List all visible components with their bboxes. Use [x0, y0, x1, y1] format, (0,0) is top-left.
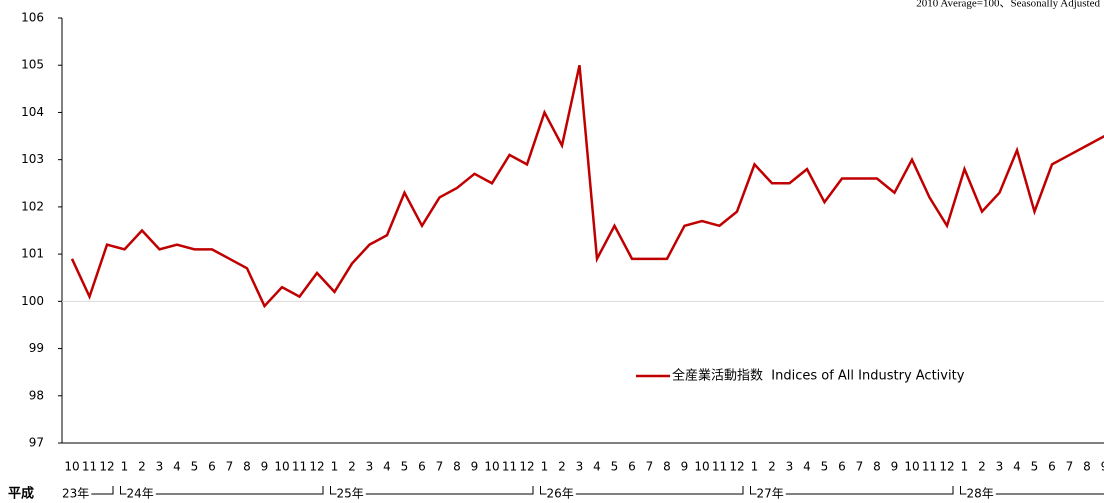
x-tick-label: 10 — [64, 460, 79, 474]
y-tick-label: 102 — [21, 199, 44, 213]
x-tick-label: 5 — [191, 460, 199, 474]
y-tick-label: 101 — [21, 247, 44, 261]
y-tick-label: 103 — [21, 152, 44, 166]
x-tick-label: 2 — [348, 460, 356, 474]
x-tick-label: 6 — [418, 460, 426, 474]
x-tick-label: 2 — [558, 460, 566, 474]
x-tick-label: 10 — [694, 460, 709, 474]
x-tick-label: 4 — [383, 460, 391, 474]
x-tick-label: 11 — [502, 460, 517, 474]
x-tick-label: 1 — [751, 460, 759, 474]
year-bracket — [575, 486, 744, 495]
x-tick-label: 6 — [628, 460, 636, 474]
year-bracket — [155, 486, 324, 495]
x-tick-label: 12 — [99, 460, 114, 474]
x-tick-label: 12 — [309, 460, 324, 474]
x-tick-label: 7 — [1066, 460, 1074, 474]
year-label: 25年 — [337, 487, 364, 501]
x-tick-label: 11 — [292, 460, 307, 474]
legend-label: 全産業活動指数 Indices of All Industry Activity — [672, 368, 965, 384]
x-tick-label: 9 — [261, 460, 269, 474]
x-tick-label: 12 — [939, 460, 954, 474]
year-label: 28年 — [967, 487, 994, 501]
x-tick-label: 3 — [786, 460, 794, 474]
x-tick-label: 4 — [173, 460, 181, 474]
x-tick-label: 10 — [274, 460, 289, 474]
x-tick-label: 10 — [484, 460, 499, 474]
x-tick-label: 10 — [904, 460, 919, 474]
x-tick-label: 8 — [663, 460, 671, 474]
x-tick-label: 9 — [891, 460, 899, 474]
y-tick-label: 97 — [29, 436, 44, 450]
x-tick-label: 11 — [712, 460, 727, 474]
y-tick-label: 105 — [21, 58, 44, 72]
x-tick-label: 1 — [961, 460, 969, 474]
year-bracket — [785, 486, 954, 495]
x-tick-label: 1 — [121, 460, 129, 474]
x-tick-label: 7 — [226, 460, 234, 474]
x-tick-label: 7 — [436, 460, 444, 474]
x-tick-label: 6 — [208, 460, 216, 474]
year-bracket — [365, 486, 534, 495]
year-bracket — [330, 486, 337, 495]
x-tick-label: 3 — [576, 460, 584, 474]
x-tick-label: 2 — [138, 460, 146, 474]
chart-subtitle: 2010 Average=100、Seasonally Adjusted — [916, 0, 1100, 10]
year-bracket — [540, 486, 547, 495]
x-tick-label: 6 — [838, 460, 846, 474]
x-tick-label: 12 — [729, 460, 744, 474]
x-tick-label: 7 — [856, 460, 864, 474]
x-tick-label: 5 — [401, 460, 409, 474]
x-tick-label: 2 — [768, 460, 776, 474]
x-tick-label: 4 — [803, 460, 811, 474]
x-tick-label: 9 — [471, 460, 479, 474]
x-tick-label: 5 — [1031, 460, 1039, 474]
x-tick-label: 8 — [873, 460, 881, 474]
x-tick-label: 4 — [593, 460, 601, 474]
year-label: 27年 — [757, 487, 784, 501]
x-tick-label: 12 — [519, 460, 534, 474]
x-tick-label: 7 — [646, 460, 654, 474]
x-tick-label: 5 — [611, 460, 619, 474]
y-tick-label: 100 — [21, 294, 44, 308]
x-tick-label: 2 — [978, 460, 986, 474]
x-tick-label: 5 — [821, 460, 829, 474]
year-bracket — [750, 486, 757, 495]
x-tick-label: 8 — [453, 460, 461, 474]
year-label: 26年 — [547, 487, 574, 501]
x-tick-label: 1 — [331, 460, 339, 474]
x-tick-label: 9 — [681, 460, 689, 474]
era-label: 平成 — [8, 486, 34, 502]
year-label: 24年 — [127, 487, 154, 501]
x-tick-label: 3 — [156, 460, 164, 474]
legend: 全産業活動指数 Indices of All Industry Activity — [636, 368, 965, 384]
year-bracket — [960, 486, 967, 495]
x-tick-label: 8 — [1083, 460, 1091, 474]
x-tick-label: 4 — [1013, 460, 1021, 474]
year-label: 23年 — [62, 487, 89, 501]
series-line — [70, 64, 1104, 309]
x-tick-label: 9 — [1101, 460, 1104, 474]
x-tick-label: 11 — [922, 460, 937, 474]
y-tick-label: 99 — [29, 341, 44, 355]
x-tick-label: 3 — [996, 460, 1004, 474]
x-tick-label: 3 — [366, 460, 374, 474]
year-bracket — [91, 486, 114, 495]
y-tick-label: 98 — [29, 388, 44, 402]
x-tick-label: 11 — [82, 460, 97, 474]
y-tick-label: 106 — [21, 11, 44, 25]
x-tick-label: 6 — [1048, 460, 1056, 474]
year-bracket — [120, 486, 127, 495]
x-tick-label: 1 — [541, 460, 549, 474]
x-tick-label: 8 — [243, 460, 251, 474]
y-tick-label: 104 — [21, 105, 44, 119]
